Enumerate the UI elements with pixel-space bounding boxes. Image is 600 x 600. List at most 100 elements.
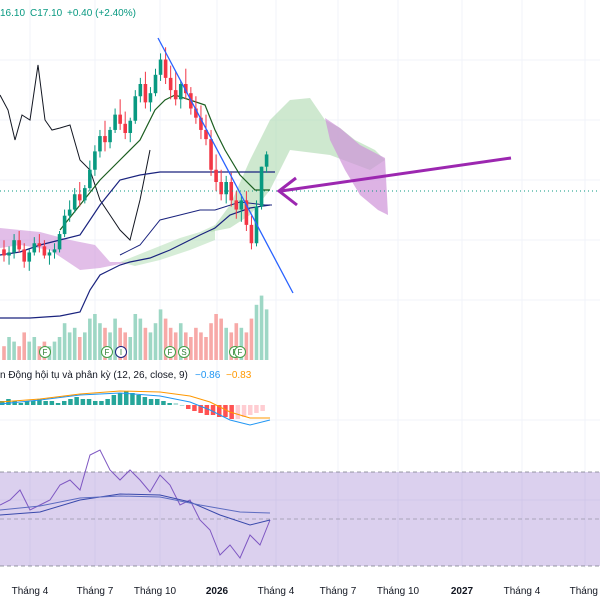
candle-body [194, 108, 198, 118]
macd-hist-bar [235, 405, 241, 419]
candle-body [209, 139, 213, 170]
candle [103, 120, 107, 152]
x-tick-label: 2027 [451, 586, 474, 597]
macd-histogram [0, 390, 271, 426]
event-marker-circle [164, 346, 176, 358]
macd-hist-bar [93, 401, 98, 405]
event-markers[interactable]: FFIFSFF [39, 346, 246, 358]
volume-bar [239, 327, 244, 360]
macd-hist-bar [68, 399, 73, 405]
macd-hist-bar [248, 405, 253, 415]
macd-hist-bar [192, 405, 197, 411]
candle-body [32, 243, 37, 253]
volume-bar [32, 337, 37, 360]
x-tick-label: 2026 [206, 586, 229, 597]
event-marker-f: F [39, 346, 51, 358]
rsi-lines [0, 449, 271, 559]
candle-body [57, 234, 62, 250]
macd-hist-bar [80, 399, 86, 405]
candle-body [27, 252, 32, 262]
volume-bar [52, 341, 57, 360]
event-marker-label: S [181, 348, 186, 357]
candle-body [12, 240, 16, 253]
candle [118, 99, 122, 130]
volume-bar [184, 332, 188, 360]
candle [234, 191, 239, 219]
candle-body [17, 240, 21, 250]
candle [148, 87, 153, 112]
indicator-lines [0, 64, 275, 319]
volume-bar [83, 332, 87, 360]
candle-body [42, 246, 47, 256]
macd-hist-bar [136, 395, 141, 405]
volume-bar [98, 323, 102, 360]
candle-body [199, 117, 203, 130]
macd-hist-bar [117, 393, 123, 405]
candle-body [123, 123, 127, 133]
volume-bar [108, 332, 112, 360]
event-marker-circle [115, 346, 127, 358]
candle [113, 108, 117, 133]
volume-bar [153, 323, 158, 360]
event-marker-label: F [105, 348, 110, 357]
x-tick-label: Tháng 4 [258, 586, 295, 597]
candle [47, 249, 52, 265]
event-marker-label: F [43, 348, 48, 357]
candle [42, 240, 47, 259]
volume-bar [264, 309, 269, 360]
candle [214, 154, 218, 192]
rsi-line [0, 449, 271, 559]
macd-hist-bar [241, 405, 247, 417]
candle-body [163, 59, 168, 78]
volume-bar [234, 323, 239, 360]
volume-bar [128, 337, 133, 360]
candle-body [103, 136, 107, 143]
event-marker-circle [234, 346, 246, 358]
candle-body [128, 120, 133, 133]
event-marker-f: F [234, 346, 246, 358]
candle-body [219, 182, 223, 195]
ohlc-open-value: 16.10 [0, 8, 25, 19]
candle [2, 240, 6, 262]
volume-bar [77, 337, 82, 360]
candle-body [88, 169, 92, 189]
macd-value: −0.86 [195, 370, 221, 381]
descending-trendline[interactable] [157, 37, 294, 294]
volume-bar [72, 327, 77, 360]
candle-body [168, 77, 173, 91]
baseline-line [0, 204, 271, 319]
annotation-arrow[interactable] [276, 156, 512, 207]
macd-hist-bar [18, 403, 24, 405]
macd-hist-bar [49, 401, 55, 405]
rsi-signal-line [0, 495, 271, 514]
candle [229, 172, 234, 207]
volume-bar [219, 318, 223, 360]
volume-bar [163, 318, 168, 360]
candle-body [158, 59, 163, 75]
macd-hist-bar [210, 405, 216, 415]
volume-bar [173, 332, 178, 360]
macd-hist-bar [6, 399, 11, 405]
volume-bar [244, 332, 249, 360]
candle-body [204, 129, 208, 140]
volume-bar [229, 332, 234, 360]
candle-body [98, 136, 102, 152]
candle-body [22, 249, 26, 262]
candle-body [234, 200, 239, 210]
volume-bar [22, 332, 26, 360]
candle [128, 117, 133, 143]
event-marker-circle [39, 346, 51, 358]
volume-bar [224, 327, 228, 360]
candle [57, 231, 62, 253]
volume-bar [67, 332, 72, 360]
gridlines [0, 0, 600, 568]
x-tick-label: Tháng 7 [320, 586, 357, 597]
volume-bar [168, 327, 173, 360]
candle [62, 209, 67, 238]
volume-bar [148, 332, 153, 360]
candle-body [113, 114, 117, 130]
candle-body [244, 200, 249, 225]
candle-body [62, 215, 67, 235]
candle [158, 53, 163, 81]
